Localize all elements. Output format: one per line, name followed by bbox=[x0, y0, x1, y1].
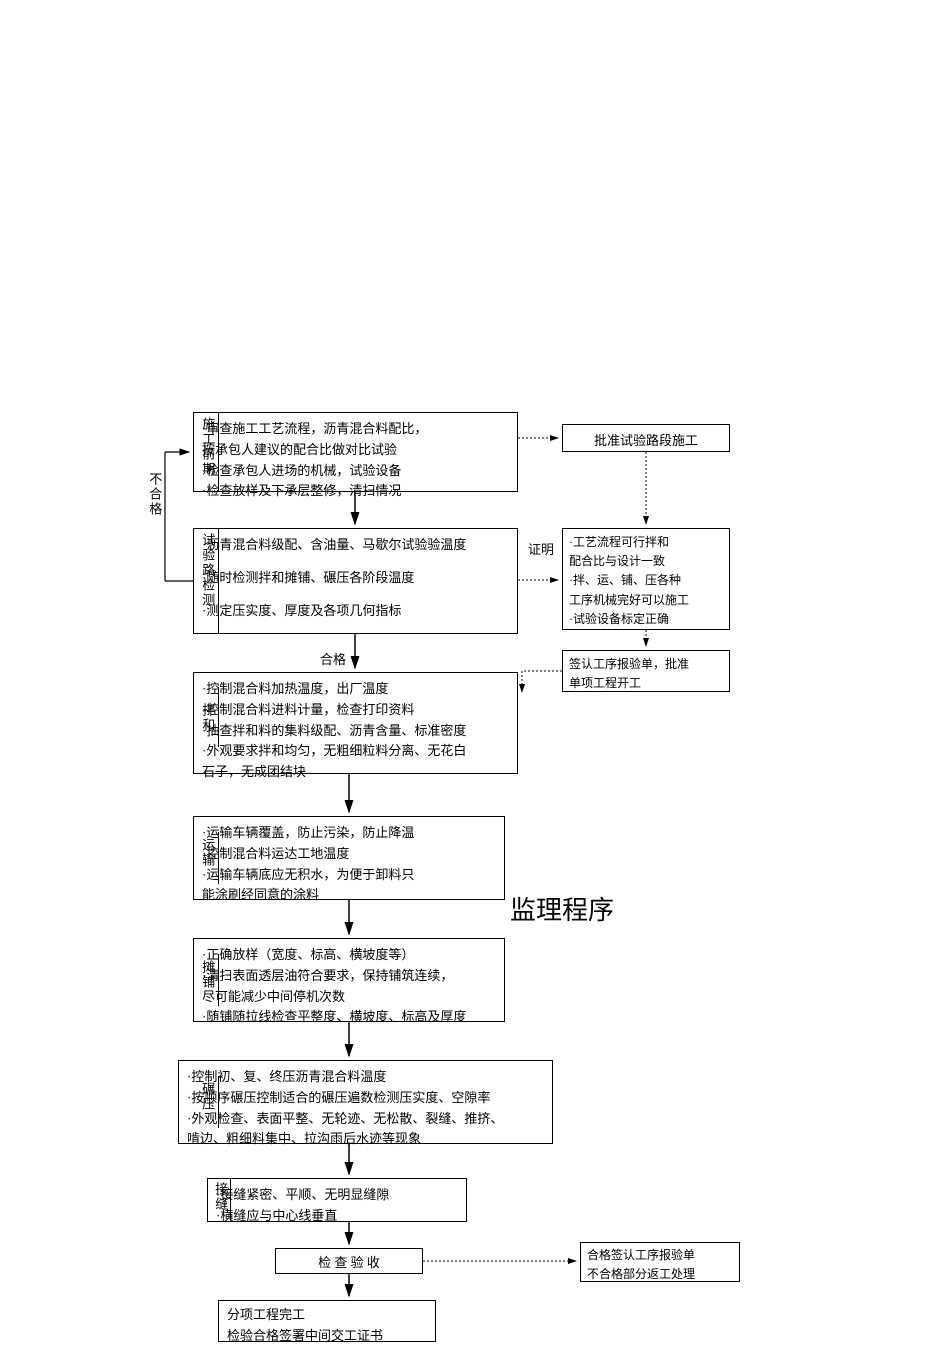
page-title: 监理程序 bbox=[510, 890, 614, 927]
stage-transport: 运输 bbox=[198, 838, 216, 868]
text: 啃边、粗细料集中、拉沟雨后水迹等现象 bbox=[187, 1129, 544, 1150]
label-prove: 证明 bbox=[528, 540, 554, 560]
text: ·检查承包人进场的机械，试验设备 bbox=[202, 461, 509, 482]
text: ·抽查拌和料的集料级配、沥青含量、标准密度 bbox=[202, 721, 509, 742]
node-pave: ·正确放样（宽度、标高、横坡度等） ·清扫表面透层油符合要求，保持铺筑连续， 尽… bbox=[193, 938, 505, 1022]
text: 工序机械完好可以施工 bbox=[569, 591, 723, 610]
text: ·外观检查、表面平整、无轮迹、无松散、裂缝、推挤、 bbox=[187, 1109, 544, 1130]
text: ·审查施工工艺流程，沥青混合料配比， bbox=[202, 419, 509, 440]
node-pre: ·审查施工工艺流程，沥青混合料配比， 按承包人建议的配合比做对比试验 ·检查承包… bbox=[193, 412, 518, 492]
label-fail: 不合格 bbox=[145, 472, 163, 517]
text: ·外观要求拌和均匀，无粗细粒料分离、无花白 bbox=[202, 741, 509, 762]
node-done: 分项工程完工 检验合格签署中间交工证书 bbox=[218, 1300, 436, 1342]
text: 尽可能减少中间停机次数 bbox=[202, 987, 496, 1008]
text: 分项工程完工 bbox=[227, 1305, 427, 1326]
stage-pre: 施工前期 bbox=[198, 417, 216, 477]
node-inspect-side: 合格签认工序报验单 不合格部分返工处理 bbox=[580, 1242, 740, 1282]
text: 签认工序报验单，批准 bbox=[569, 655, 723, 674]
stage-trial: 试验路检测 bbox=[198, 533, 216, 608]
text: ·正确放样（宽度、标高、横坡度等） bbox=[202, 945, 496, 966]
text: ·检查放样及下承层整修，清扫情况 bbox=[202, 481, 509, 502]
divider bbox=[218, 529, 219, 633]
text: ·随时检测拌和摊铺、碾压各阶段温度 bbox=[202, 568, 509, 589]
text: ·接缝紧密、平顺、无明显缝隙 bbox=[216, 1185, 458, 1206]
stage-joint: 接缝 bbox=[211, 1182, 229, 1212]
text: 按承包人建议的配合比做对比试验 bbox=[202, 440, 509, 461]
text: 单项工程开工 bbox=[569, 674, 723, 693]
node-inspect: 检 查 验 收 bbox=[275, 1248, 423, 1274]
node-approve-trial: 批准试验路段施工 bbox=[562, 424, 730, 452]
text: 批准试验路段施工 bbox=[594, 433, 698, 448]
divider bbox=[218, 954, 219, 1006]
text: 能涂刷经同意的涂料 bbox=[202, 885, 496, 906]
text: ·横缝应与中心线垂直 bbox=[216, 1206, 458, 1227]
text: ·试验设备标定正确 bbox=[569, 610, 723, 629]
text: ·运输车辆底应无积水，为便于卸料只 bbox=[202, 865, 496, 886]
text: ·控制混合料加热温度，出厂温度 bbox=[202, 679, 509, 700]
node-transport: ·运输车辆覆盖，防止污染，防止降温 ·控制混合料运达工地温度 ·运输车辆底应无积… bbox=[193, 816, 505, 900]
text: ·沥青混合料级配、含油量、马歇尔试验验温度 bbox=[202, 535, 509, 556]
divider bbox=[218, 687, 219, 747]
text: ·控制混合料运达工地温度 bbox=[202, 844, 496, 865]
node-roll: ·控制初、复、终压沥青混合料温度 ·按顺序碾压控制适合的碾压遍数检测压实度、空隙… bbox=[178, 1060, 553, 1144]
text: 配合比与设计一致 bbox=[569, 552, 723, 571]
text: ·按顺序碾压控制适合的碾压遍数检测压实度、空隙率 bbox=[187, 1088, 544, 1109]
node-trial: ·沥青混合料级配、含油量、马歇尔试验验温度 ·随时检测拌和摊铺、碾压各阶段温度 … bbox=[193, 528, 518, 634]
text: 不合格部分返工处理 bbox=[587, 1265, 733, 1284]
text: ·控制初、复、终压沥青混合料温度 bbox=[187, 1067, 544, 1088]
node-mix: ·控制混合料加热温度，出厂温度 ·控制混合料进料计量，检查打印资料 ·抽查拌和料… bbox=[193, 672, 518, 774]
node-signoff: 签认工序报验单，批准 单项工程开工 bbox=[562, 650, 730, 692]
label-pass: 合格 bbox=[320, 650, 346, 670]
text: 检验合格签署中间交工证书 bbox=[227, 1326, 427, 1347]
text: ·测定压实度、厚度及各项几何指标 bbox=[202, 601, 509, 622]
text: ·控制混合料进料计量，检查打印资料 bbox=[202, 700, 509, 721]
divider bbox=[218, 832, 219, 884]
text: 检 查 验 收 bbox=[318, 1255, 380, 1270]
divider bbox=[230, 1179, 231, 1221]
text: ·拌、运、铺、压各种 bbox=[569, 571, 723, 590]
node-joint: ·接缝紧密、平顺、无明显缝隙 ·横缝应与中心线垂直 bbox=[207, 1178, 467, 1222]
node-trial-side: ·工艺流程可行拌和 配合比与设计一致 ·拌、运、铺、压各种 工序机械完好可以施工… bbox=[562, 528, 730, 630]
text: ·清扫表面透层油符合要求，保持铺筑连续， bbox=[202, 966, 496, 987]
text: 合格签认工序报验单 bbox=[587, 1246, 733, 1265]
divider bbox=[218, 1076, 219, 1128]
divider bbox=[218, 413, 219, 491]
stage-pave: 摊铺 bbox=[198, 960, 216, 990]
stage-mix: 拌和 bbox=[198, 703, 216, 733]
stage-roll: 碾压 bbox=[198, 1082, 216, 1112]
text: 石子，无成团结块 bbox=[202, 762, 509, 783]
text: ·工艺流程可行拌和 bbox=[569, 533, 723, 552]
text: ·随铺随拉线检查平整度、横坡度、标高及厚度 bbox=[202, 1007, 496, 1028]
text: ·运输车辆覆盖，防止污染，防止降温 bbox=[202, 823, 496, 844]
